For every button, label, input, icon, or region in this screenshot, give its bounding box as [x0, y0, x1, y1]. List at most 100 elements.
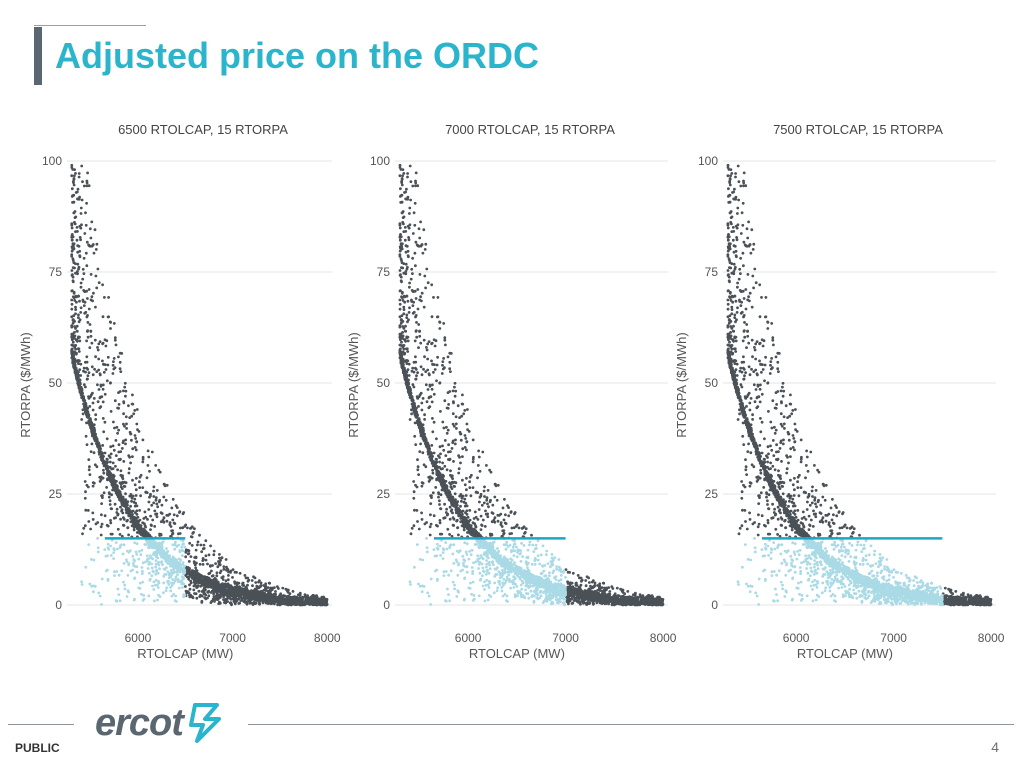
data-point [96, 346, 99, 349]
data-point [313, 597, 316, 601]
data-point [92, 451, 96, 455]
data-point [73, 331, 76, 334]
adjusted-point [147, 546, 150, 549]
data-point [105, 437, 109, 441]
adjusted-point [183, 545, 187, 549]
data-point [98, 475, 102, 479]
data-point [84, 223, 88, 227]
data-point [478, 469, 482, 473]
adjusted-point [113, 574, 116, 577]
adjusted-point [165, 566, 168, 570]
data-point [70, 238, 74, 242]
adjusted-point [137, 557, 141, 561]
data-point [220, 556, 224, 560]
data-point [128, 416, 132, 419]
data-point [72, 242, 76, 246]
adjusted-point [154, 553, 157, 557]
data-point [129, 520, 133, 524]
data-point [120, 447, 124, 450]
data-point [233, 580, 237, 584]
data-point [133, 409, 137, 412]
data-point [87, 396, 91, 400]
data-point [97, 442, 101, 445]
data-point [454, 498, 457, 501]
data-point [118, 390, 122, 393]
adjusted-point [80, 580, 83, 584]
data-point [186, 552, 190, 556]
data-point [74, 230, 77, 234]
data-point [281, 586, 285, 590]
adjusted-point [154, 562, 158, 566]
adjusted-point [158, 549, 162, 553]
data-point [72, 296, 76, 300]
data-point [95, 286, 99, 290]
data-point [155, 515, 159, 519]
data-point [146, 464, 150, 467]
data-point [109, 445, 113, 449]
data-point [98, 340, 102, 343]
data-point [311, 602, 315, 606]
data-point [446, 406, 450, 410]
data-point [182, 511, 186, 514]
x-tick-label: 7000 [552, 631, 579, 645]
data-point [85, 339, 88, 343]
adjusted-point [119, 544, 122, 547]
data-point [85, 240, 89, 244]
data-point [76, 244, 80, 248]
data-point [81, 277, 85, 281]
adjusted-point [150, 566, 154, 570]
data-point [138, 518, 142, 522]
data-point [113, 366, 117, 370]
adjusted-point [166, 557, 169, 561]
data-point [198, 562, 202, 566]
data-point [159, 511, 163, 515]
title-accent-bar [34, 27, 42, 85]
data-point [85, 443, 89, 446]
data-point [94, 248, 98, 251]
adjusted-point [88, 582, 92, 586]
data-point [105, 486, 108, 489]
adjusted-point [152, 588, 156, 591]
data-point [463, 497, 467, 501]
data-point [72, 353, 76, 357]
adjusted-point [166, 579, 170, 583]
data-point [262, 584, 266, 587]
data-point [216, 598, 220, 601]
adjusted-point [181, 554, 184, 557]
adjusted-point [167, 576, 171, 580]
data-point [136, 428, 139, 431]
data-point [226, 600, 230, 603]
data-point [483, 525, 487, 528]
data-point [125, 511, 128, 515]
data-point [238, 585, 241, 589]
data-point [83, 480, 87, 483]
data-point [119, 457, 122, 461]
adjusted-point [114, 541, 118, 544]
data-point [100, 502, 103, 505]
data-point [149, 494, 152, 498]
data-point [501, 506, 505, 510]
data-point [112, 357, 116, 360]
data-point [188, 567, 191, 570]
data-point [217, 562, 221, 566]
data-point [408, 391, 412, 394]
data-point [80, 223, 83, 227]
data-point [194, 555, 198, 559]
data-point [94, 418, 98, 421]
data-point [78, 254, 82, 257]
x-tick-label: 8000 [650, 631, 677, 645]
data-point [158, 470, 162, 474]
data-point [321, 599, 325, 602]
data-point [87, 288, 91, 291]
data-point [100, 457, 104, 460]
data-point [70, 338, 74, 342]
data-point [153, 509, 157, 513]
data-point [402, 172, 406, 175]
data-point [89, 334, 93, 338]
data-point [93, 338, 97, 342]
adjusted-point [154, 572, 158, 576]
data-point [138, 480, 141, 484]
data-point [141, 530, 145, 533]
data-point [193, 561, 196, 565]
adjusted-point [178, 563, 182, 567]
